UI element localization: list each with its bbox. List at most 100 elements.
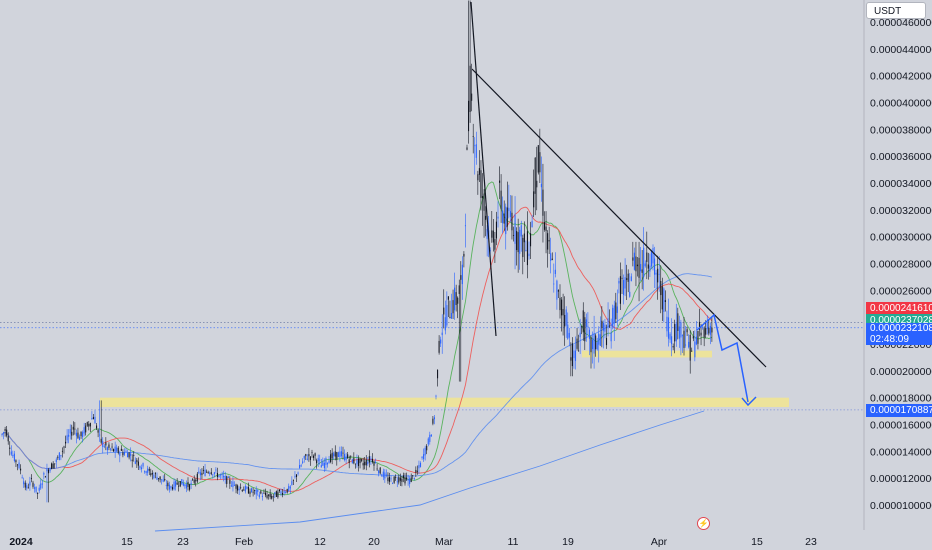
candle-body [536,180,538,188]
candle-body [244,486,246,492]
candle-body [182,483,184,486]
candle-body [472,136,474,137]
candle-body [683,330,685,348]
candle-body [243,489,245,491]
time-axis[interactable]: 2024 15 23 Feb 12 20 Mar 11 19 Apr 15 23 [9,536,817,548]
currency-label: USDT [874,6,902,17]
candle-body [612,307,614,328]
candle-body [16,464,19,466]
candle-body [418,465,420,469]
candle-body [658,273,660,275]
candle-body [305,454,307,457]
candle-body [447,296,449,300]
candle-body [698,321,701,330]
candle-body [326,463,329,465]
candle-body [592,339,594,350]
candle-body [461,264,463,285]
candle-body [356,459,358,465]
price-axis-tick: 0.0000440000 [870,44,932,56]
candle-body [154,473,156,475]
candle-body [463,253,465,257]
candle-body [350,455,352,457]
candle-body [497,216,499,219]
candle-body [150,473,152,476]
candle-body [480,170,482,198]
candle-body [292,479,294,481]
candle-body [30,478,32,480]
candle-body [88,423,90,427]
candle-body [297,472,299,474]
candle-body [199,472,201,476]
candle-body [486,229,488,239]
candle-body [66,435,68,441]
candle-body [474,145,476,147]
candle-body [695,336,697,345]
candle-body [299,465,301,469]
candle-body [619,276,621,304]
candle-body [165,484,167,486]
candle-body [618,280,620,284]
drawings-layer [470,1,767,407]
candle-body [257,489,259,492]
candle-body [633,252,635,270]
candle-body [574,350,577,361]
candle-body [638,257,640,278]
candle-body [342,452,344,454]
candle-body [133,454,135,456]
candle-body [303,455,305,459]
candle-body [246,487,248,489]
candle-body [455,292,457,306]
candle-body [229,479,231,484]
candle-body [71,431,73,436]
candle-body [252,491,254,493]
price-axis-tick: 0.0000180000 [870,393,932,405]
candle-body [660,281,662,296]
candle-body [89,423,91,427]
candle-body [286,488,288,493]
candle-body [34,487,36,489]
candle-body [44,476,46,478]
candle-body [72,426,74,430]
lightning-bolt-icon[interactable]: ⚡ [697,517,710,530]
candle-body [551,258,553,261]
candle-body [680,322,682,338]
price-axis-tick: 0.0000200000 [870,366,932,378]
candle-body [430,434,432,437]
candle-body [167,482,169,487]
candle-body [604,324,606,332]
candle-body [75,432,77,437]
time-axis-tick: Feb [235,536,253,548]
candle-body [514,214,516,244]
candle-body [711,327,713,333]
currency-selector[interactable]: USDT [866,2,926,19]
candle-body [708,327,710,334]
candle-body [226,476,228,484]
candle-body [398,477,400,483]
projection-arrowhead [741,396,757,407]
candle-body [697,331,699,344]
candle-body [221,473,223,476]
candle-body [147,468,149,473]
candle-body [709,325,711,335]
candle-body [692,336,694,339]
candle-body [641,269,643,273]
candle-body [4,428,6,431]
candle-body [212,474,214,476]
candle-body [313,455,315,458]
candle-body [334,451,336,457]
price-axis-tick: 0.0000460000 [870,17,932,29]
candle-body [477,174,479,181]
candle-body [689,334,691,361]
candle-body [320,465,322,468]
candle-body [458,285,460,294]
candle-body [91,418,93,420]
candle-body [387,477,389,482]
candle-body [570,357,572,361]
candle-body [323,462,325,469]
candle-body [57,456,59,458]
candle-body [481,196,484,199]
price-axis[interactable]: 0.0000460000 0.0000440000 0.0000420000 0.00… [863,0,932,530]
candle-body [190,482,192,485]
candle-body [58,452,60,460]
